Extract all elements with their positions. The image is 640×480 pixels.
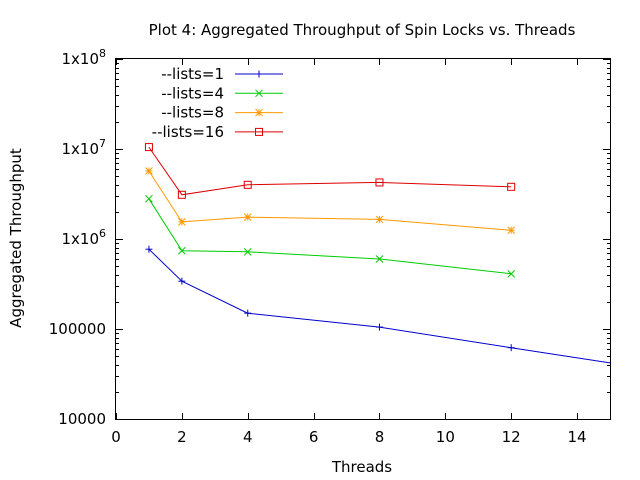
data-point <box>178 218 186 226</box>
legend-label: --lists=16 <box>152 123 224 141</box>
data-point <box>507 344 515 352</box>
legend: --lists=1--lists=4 --lists=8--lists=16 <box>152 65 283 141</box>
x-tick-label: 0 <box>111 428 121 446</box>
series-line <box>148 170 512 231</box>
x-tick-label: 14 <box>568 428 587 446</box>
x-tick-label: 6 <box>309 428 319 446</box>
data-point <box>375 323 383 331</box>
chart-title: Plot 4: Aggregated Throughput of Spin Lo… <box>149 21 576 39</box>
series-layer <box>144 143 610 364</box>
data-point <box>507 269 516 278</box>
series-1 <box>145 245 610 364</box>
x-tick-label: 12 <box>502 428 521 446</box>
series-2 <box>145 194 516 278</box>
data-point <box>145 167 153 175</box>
series-3 <box>145 167 516 235</box>
data-point <box>177 190 186 199</box>
data-point <box>375 215 384 224</box>
legend-label: --lists=1 <box>161 65 224 83</box>
data-point <box>145 194 153 203</box>
series-4 <box>144 143 516 199</box>
legend-label: --lists=8 <box>161 104 224 122</box>
data-point <box>507 226 516 235</box>
y-tick-label: 10000 <box>58 410 106 428</box>
x-axis: 0 2 4 6 8 10 12 14 <box>111 59 587 446</box>
y-tick-label: 1x107 <box>61 137 106 158</box>
data-point <box>178 246 186 255</box>
legend-marker <box>255 89 263 98</box>
plot-area-frame <box>115 58 611 420</box>
legend-marker <box>255 70 263 78</box>
data-point <box>375 178 384 187</box>
y-tick-label: 100000 <box>49 320 106 338</box>
y-axis: 10000 100000 1x106 1x107 1x108 <box>49 47 610 428</box>
data-point <box>375 255 384 263</box>
data-point <box>243 180 252 189</box>
data-point <box>145 245 153 253</box>
x-tick-label: 10 <box>436 428 455 446</box>
x-tick-label: 8 <box>375 428 385 446</box>
data-point <box>244 309 252 317</box>
data-point <box>507 182 516 191</box>
data-point <box>178 277 186 285</box>
y-tick-label: 1x106 <box>61 227 106 248</box>
data-point <box>243 247 252 256</box>
y-tick-label: 1x108 <box>61 47 106 68</box>
data-point <box>144 143 153 152</box>
data-point <box>243 213 252 221</box>
series-line <box>148 146 512 196</box>
x-axis-label: Threads <box>331 458 392 476</box>
y-axis-label: Aggregated Throughput <box>7 148 25 328</box>
x-tick-label: 4 <box>243 428 253 446</box>
x-tick-label: 2 <box>177 428 187 446</box>
series-line <box>148 198 512 275</box>
legend-marker <box>255 127 263 136</box>
legend-label: --lists=4 <box>161 84 224 102</box>
series-line <box>148 248 610 364</box>
legend-marker <box>255 108 263 117</box>
